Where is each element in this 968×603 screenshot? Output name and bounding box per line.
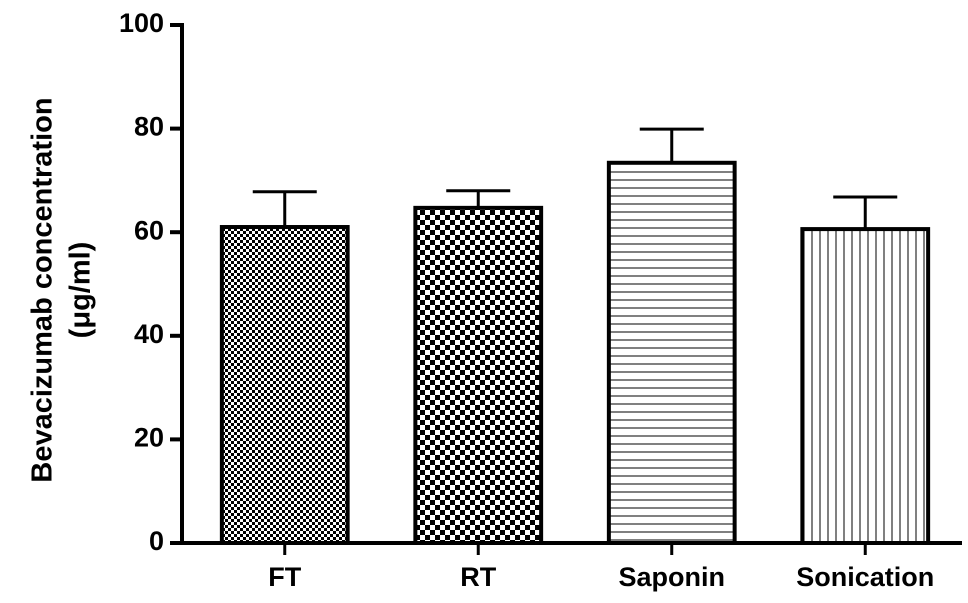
bar <box>219 225 350 546</box>
y-label-line: Bevacizumab concentration <box>27 97 59 482</box>
y-tick-label: 60 <box>134 215 164 245</box>
bar <box>800 227 931 545</box>
y-tick-label: 20 <box>134 423 164 453</box>
y-label-line: (μg/ml) <box>65 242 97 339</box>
y-tick-label: 100 <box>119 8 164 38</box>
y-tick-label: 0 <box>149 526 164 556</box>
bar <box>413 205 544 545</box>
y-axis-label: Bevacizumab concentration (μg/ml) <box>27 97 97 482</box>
x-tick-label: Saponin <box>619 562 726 592</box>
y-tick-label: 80 <box>134 112 164 142</box>
x-tick-label: FT <box>268 562 301 592</box>
x-tick-label: RT <box>460 562 496 592</box>
bar <box>606 160 737 545</box>
y-tick-label: 40 <box>134 319 164 349</box>
x-tick-label: Sonication <box>796 562 934 592</box>
